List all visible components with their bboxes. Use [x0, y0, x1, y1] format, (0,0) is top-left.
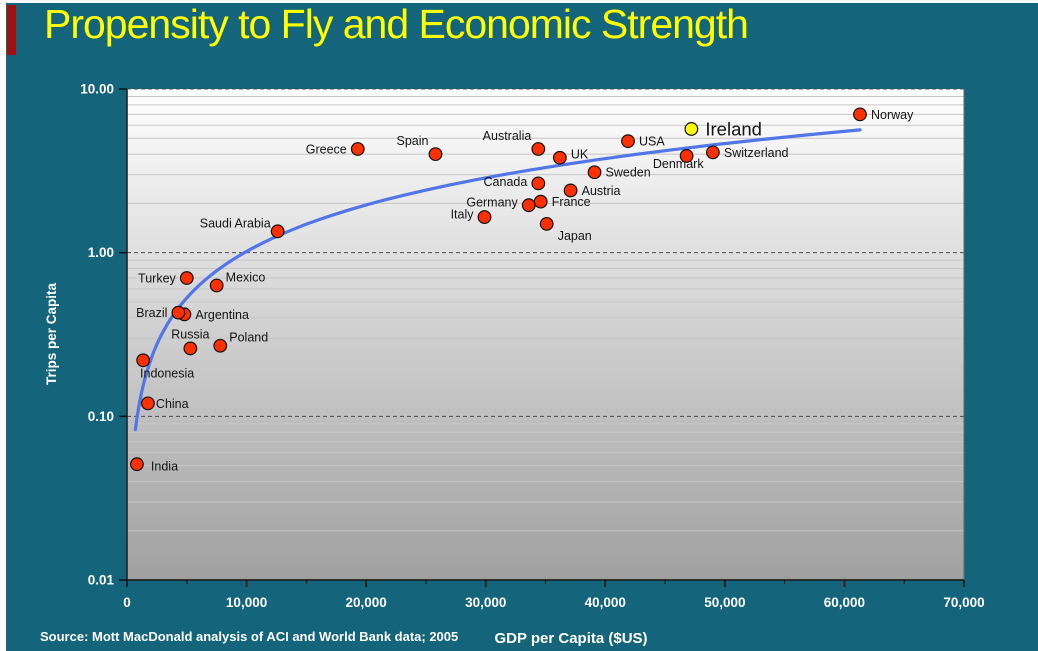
- point-poland: [213, 338, 228, 353]
- label-japan: Japan: [558, 229, 592, 243]
- point-indonesia: [136, 353, 151, 368]
- label-turkey: Turkey: [138, 272, 176, 286]
- label-france: France: [552, 195, 591, 209]
- point-uk: [552, 150, 567, 165]
- x-tick-label: 50,000: [704, 595, 745, 610]
- red-accent-bar: [7, 5, 16, 55]
- point-denmark: [679, 149, 694, 163]
- label-norway: Norway: [871, 108, 914, 122]
- x-axis-title: GDP per Capita ($US): [494, 630, 647, 647]
- label-saudi-arabia: Saudi Arabia: [200, 216, 271, 230]
- point-brazil: [171, 305, 186, 320]
- label-germany: Germany: [466, 196, 518, 210]
- label-india: India: [151, 460, 178, 474]
- label-china: China: [156, 397, 189, 411]
- x-tick-label: 60,000: [824, 595, 865, 610]
- x-tick-label: 70,000: [943, 595, 984, 610]
- point-greece: [350, 142, 365, 156]
- point-spain: [428, 147, 443, 162]
- x-tick-label: 30,000: [465, 595, 506, 610]
- x-tick-label: 0: [123, 595, 131, 610]
- trend-line: [133, 128, 862, 432]
- point-india: [130, 457, 144, 472]
- label-brazil: Brazil: [136, 306, 167, 320]
- label-mexico: Mexico: [226, 271, 266, 285]
- label-usa: USA: [639, 135, 665, 149]
- label-denmark: Denmark: [653, 157, 704, 171]
- plot-area: [127, 89, 964, 580]
- point-canada: [531, 176, 546, 191]
- point-sweden: [587, 165, 602, 180]
- y-tick-label: 0.01: [88, 573, 115, 588]
- data-points: Norway Ireland USA Denmark Switzerland Sweden…: [130, 107, 914, 474]
- point-russia: [183, 341, 198, 356]
- point-japan: [539, 216, 554, 231]
- label-russia: Russia: [171, 327, 209, 341]
- label-switzerland: Switzerland: [724, 146, 789, 160]
- label-uk: UK: [571, 147, 589, 161]
- y-axis-title: Trips per Capita: [44, 282, 59, 385]
- label-greece: Greece: [306, 142, 347, 156]
- label-indonesia: Indonesia: [140, 366, 194, 380]
- point-ireland: [684, 122, 699, 136]
- label-ireland: Ireland: [705, 118, 762, 139]
- point-austria: [563, 183, 578, 198]
- point-italy: [477, 210, 492, 224]
- label-austria: Austria: [582, 184, 621, 198]
- y-tick-label: 0.10: [88, 409, 114, 424]
- label-canada: Canada: [484, 175, 528, 189]
- axis-ticks: [119, 88, 965, 587]
- y-tick-label: 10.00: [80, 82, 114, 97]
- point-australia: [531, 142, 546, 156]
- point-germany: [521, 198, 536, 213]
- point-norway: [853, 107, 867, 122]
- point-turkey: [179, 271, 194, 285]
- x-tick-label: 20,000: [345, 595, 386, 610]
- x-tick-label: 10,000: [226, 595, 267, 610]
- point-mexico: [209, 278, 224, 293]
- y-tick-label: 1.00: [88, 245, 114, 260]
- minor-gridlines: [127, 95, 964, 532]
- label-spain: Spain: [397, 134, 429, 148]
- source-note: Source: Mott MacDonald analysis of ACI a…: [40, 629, 459, 644]
- label-poland: Poland: [229, 331, 268, 345]
- label-sweden: Sweden: [606, 166, 651, 180]
- point-switzerland: [706, 145, 720, 160]
- axis-tick-labels: 0 10,000 20,000 30,000 40,000 50,000 60,000 70,…: [80, 82, 984, 611]
- label-australia: Australia: [483, 129, 532, 143]
- point-france: [533, 194, 548, 209]
- x-tick-label: 40,000: [585, 595, 626, 610]
- slide-title: Propensity to Fly and Economic Strength: [44, 1, 749, 47]
- label-italy: Italy: [451, 208, 475, 222]
- point-china: [141, 396, 155, 411]
- point-usa: [621, 134, 635, 149]
- point-saudi-arabia: [270, 224, 285, 239]
- label-argentina: Argentina: [195, 308, 249, 322]
